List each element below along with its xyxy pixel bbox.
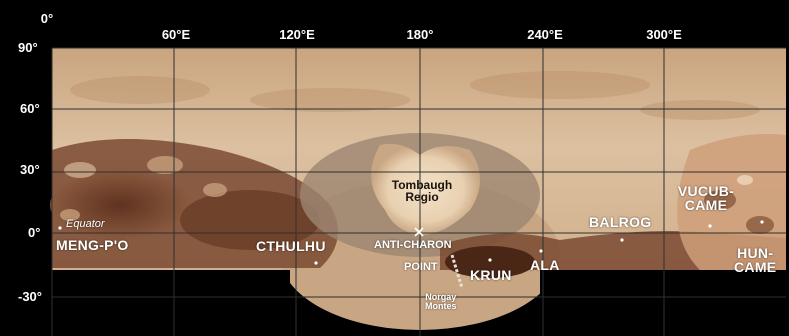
hun-came-label: HUN- CAME <box>734 246 776 274</box>
anti-charon-label-line1: ANTI-CHARON <box>374 239 452 251</box>
cthulhu-dark <box>180 190 320 250</box>
lon-label-300e: 300°E <box>646 27 682 42</box>
ala-label: ALA <box>530 257 560 273</box>
equator-label: Equator <box>66 218 105 230</box>
north-texture <box>70 71 760 120</box>
lon-label-60e: 60°E <box>161 27 191 42</box>
lat-label-90: 90° <box>18 40 38 55</box>
cthulhu-label: CTHULHU <box>256 238 326 254</box>
norgay-montes-label-line2: Montes <box>425 301 457 311</box>
tombaugh-regio <box>371 143 480 235</box>
lon-label-0: 0° <box>40 11 54 26</box>
space-left <box>0 270 290 336</box>
hun-came-label-line1: HUN- <box>737 245 774 261</box>
meng-po-dark <box>50 170 190 240</box>
anti-charon-label-line2: POINT <box>404 261 438 273</box>
vucub-spots <box>704 175 774 234</box>
feature-markers <box>58 220 764 265</box>
lon-label-240e: 240°E <box>527 27 563 42</box>
lon-label-180: 180° <box>406 27 434 42</box>
tombaugh-label-line1: Tombaugh <box>391 178 453 192</box>
lat-label-30: 30° <box>20 162 40 177</box>
lon-label-120e: 120°E <box>279 27 315 42</box>
norgay-montes-label: Norgay Montes <box>425 293 457 311</box>
balrog-label: BALROG <box>589 214 652 230</box>
tombaugh-label-line2: Regio <box>405 190 439 204</box>
vucub-came-label-line1: VUCUB- <box>677 183 735 199</box>
anti-charon-cross <box>414 227 424 237</box>
krun-dark <box>445 246 535 278</box>
lat-label-60: 60° <box>20 101 40 116</box>
hun-came-label-line2: CAME <box>734 259 777 275</box>
norgay-montes-label-line1: Norgay <box>425 292 457 302</box>
vucub-came-label-line2: CAME <box>684 197 728 213</box>
norgay-montes-mark <box>450 254 464 289</box>
vucub-came-label: VUCUB- CAME <box>678 184 734 212</box>
lat-label-minus30: -30° <box>18 289 42 304</box>
krun-label: KRUN <box>470 267 512 283</box>
lat-label-0: 0° <box>28 225 41 240</box>
tombaugh-label: Tombaugh Regio <box>392 179 452 203</box>
meng-po-label: MENG-P'O <box>56 237 129 253</box>
